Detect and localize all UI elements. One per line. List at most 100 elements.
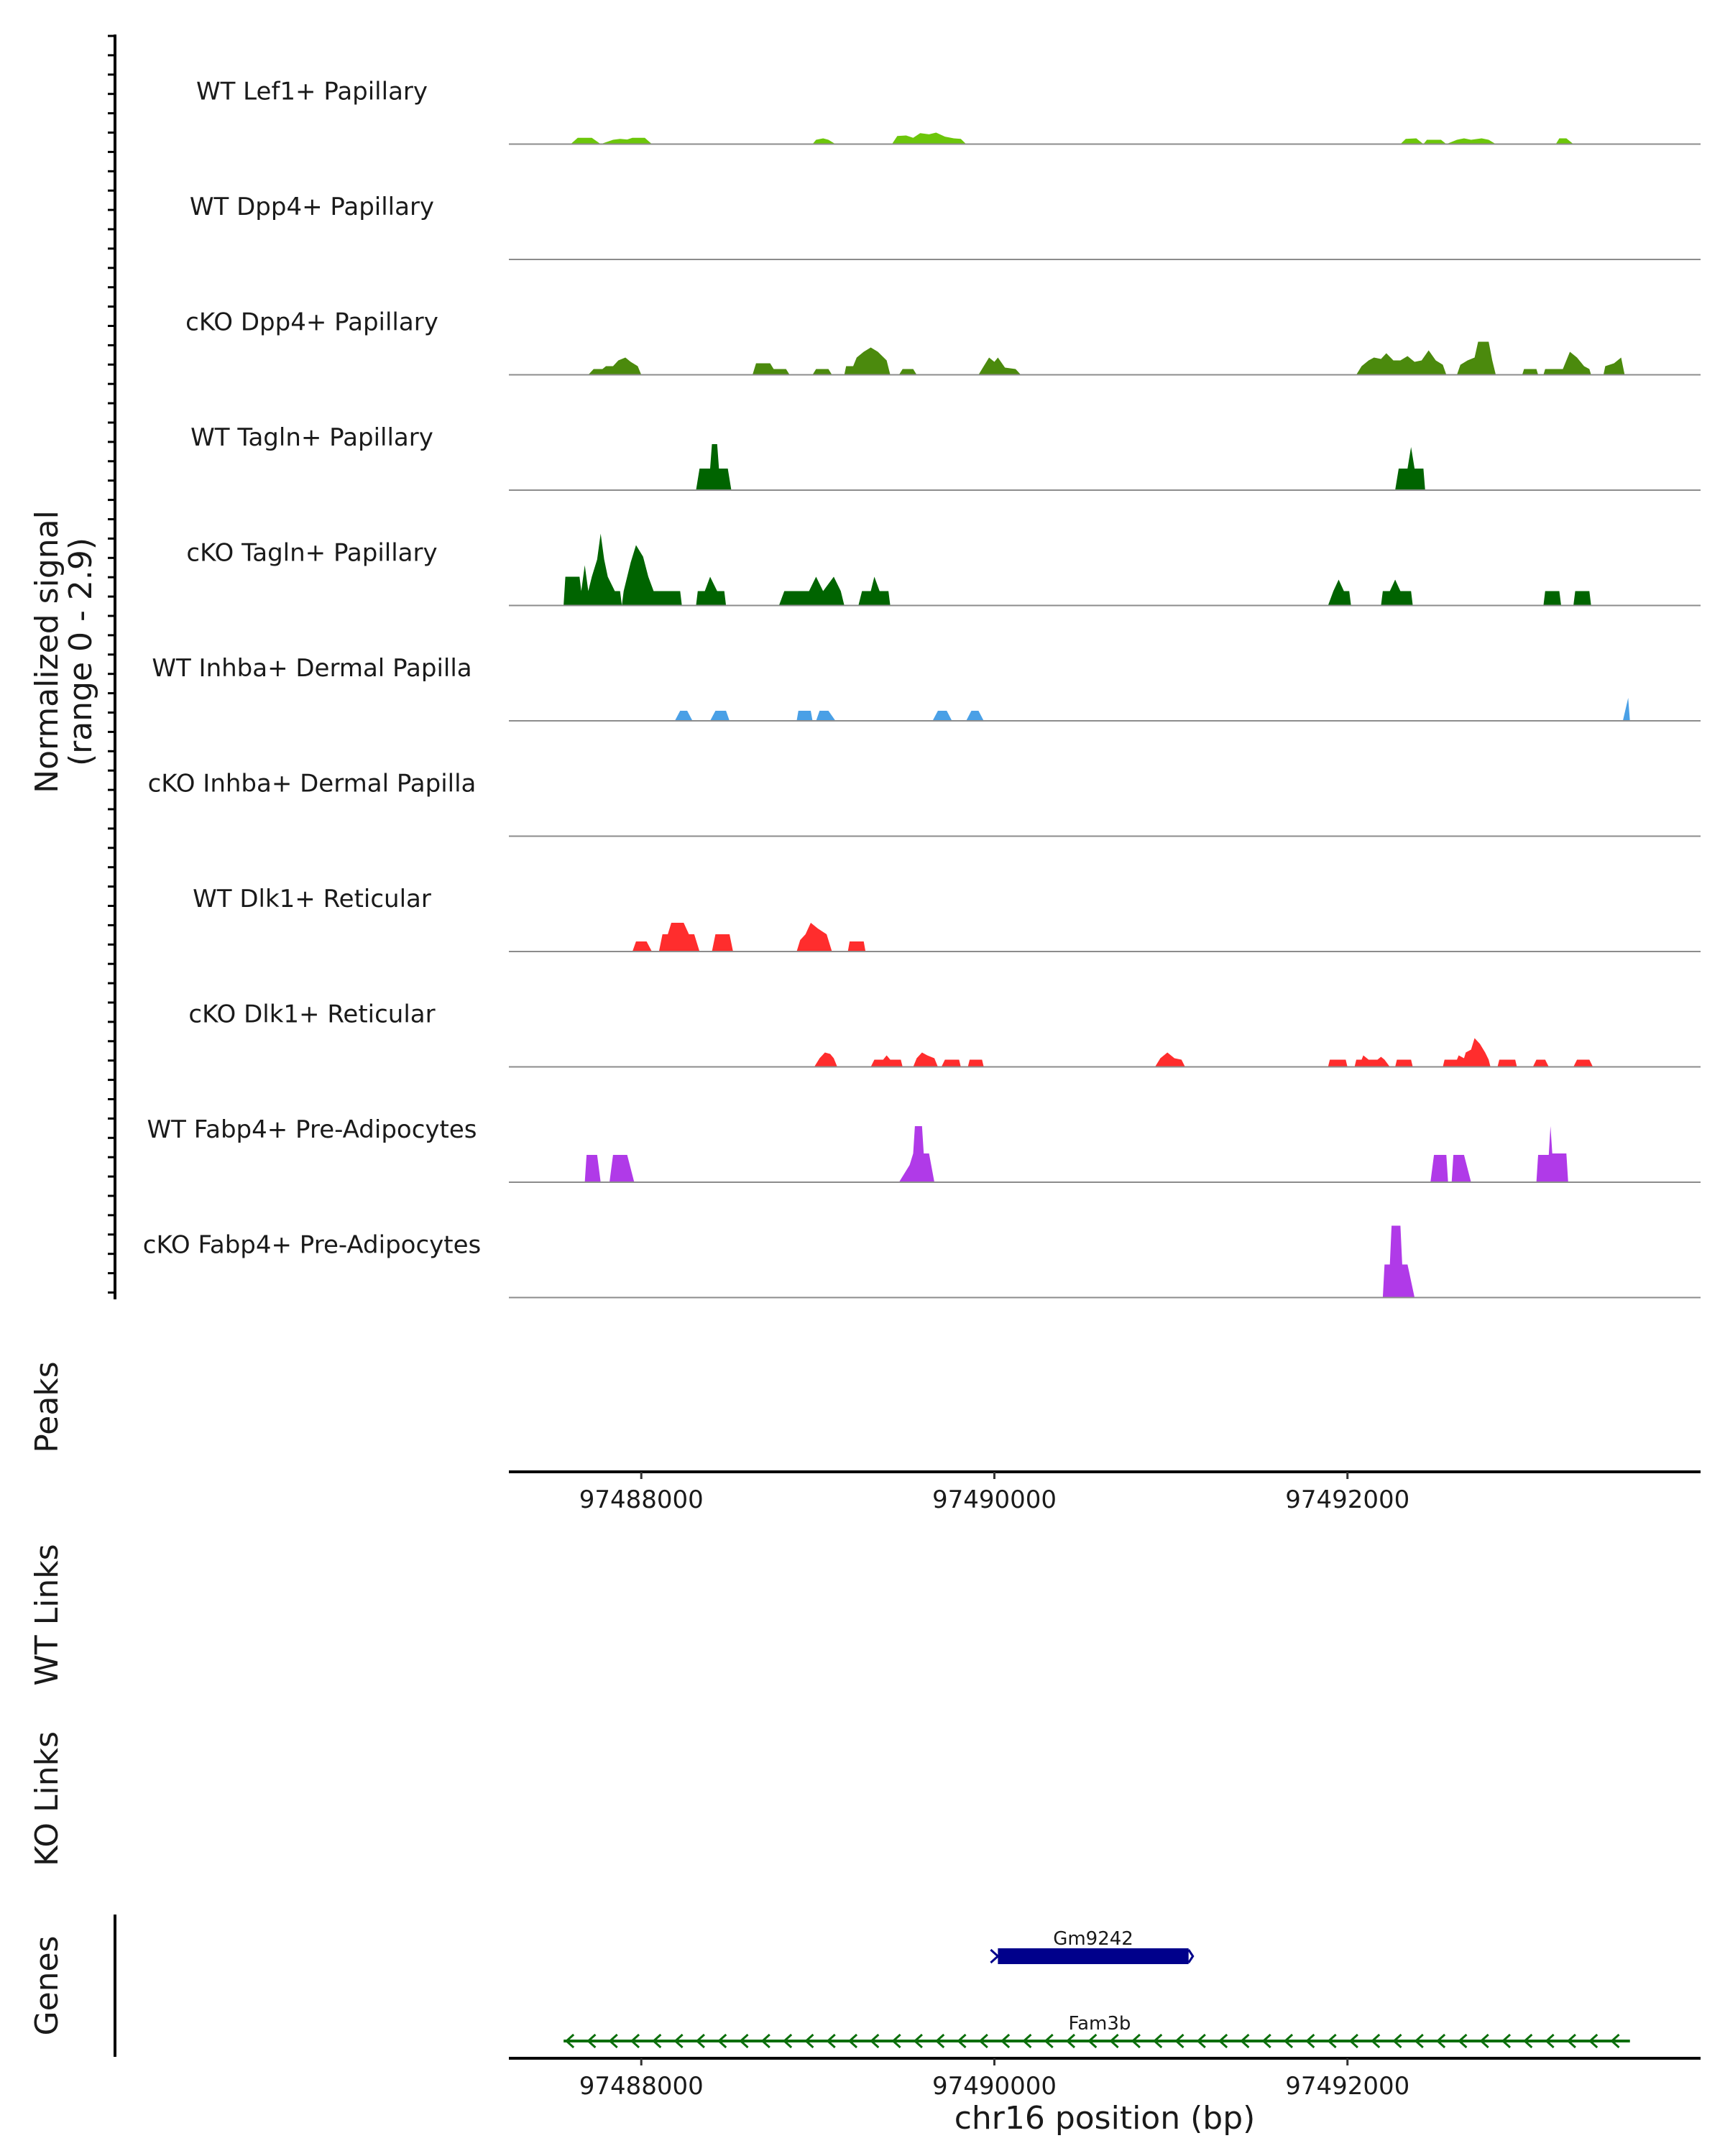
y-axis-ticks [108,34,115,1294]
strand-arrow [1479,2033,1489,2049]
strand-arrow [1305,2033,1315,2049]
coverage-area [632,923,866,952]
ko-links-track-label: KO Links [29,1731,65,1866]
strand-arrow [1588,2033,1598,2049]
strand-arrow [913,2033,923,2049]
strand-arrow [1261,2033,1271,2049]
strand-arrow [1153,2033,1163,2049]
track-3: cKO Dpp4+ Papillary [185,308,1701,376]
strand-arrow [891,2033,901,2049]
strand-arrow [1392,2033,1402,2049]
track-5: cKO Tagln+ Papillary [186,533,1701,607]
track-8: WT Dlk1+ Reticular [193,885,1701,952]
strand-arrow [673,2033,684,2049]
coverage-area [696,444,1425,490]
track-label: WT Inhba+ Dermal Papilla [152,654,472,683]
track-label: WT Tagln+ Papillary [190,423,433,452]
gene-label: Fam3b [1069,2013,1131,2035]
strand-arrow [652,2033,662,2049]
track-label: WT Fabp4+ Pre-Adipocytes [147,1115,477,1144]
coverage-area [584,1126,1568,1182]
strand-arrow [1174,2033,1184,2049]
strand-arrow [1435,2033,1446,2049]
strand-arrow [1218,2033,1228,2049]
genes-track-label: Genes [29,1935,65,2035]
strand-arrow [1000,2033,1011,2049]
track-7: cKO Inhba+ Dermal Papilla [148,770,1701,837]
strand-arrow [1044,2033,1054,2049]
strand-arrow [1327,2033,1337,2049]
strand-arrow [826,2033,836,2049]
strand-arrow [870,2033,880,2049]
strand-arrow [1109,2033,1119,2049]
strand-arrow [990,1948,1000,1964]
x-tick-label: 97490000 [932,2072,1057,2101]
wt-links-track-label: WT Links [29,1544,65,1685]
strand-arrow [782,2033,793,2049]
strand-arrow [1087,2033,1098,2049]
strand-arrow [1501,2033,1512,2049]
strand-arrow [717,2033,727,2049]
gene-annotations: Gm9242 Fam3b [564,1928,1630,2049]
x-axis-ticks-bottom: 97488000 97490000 97492000 [579,2058,1409,2101]
strand-arrow [760,2033,770,2049]
track-label: cKO Fabp4+ Pre-Adipocytes [143,1231,482,1260]
gene-exon-block [998,1948,1189,1964]
track-label: WT Dlk1+ Reticular [193,885,431,913]
strand-arrow [739,2033,749,2049]
coverage-area [571,132,1574,144]
strand-arrow [1187,1949,1195,1963]
strand-arrow [804,2033,814,2049]
track-4: WT Tagln+ Papillary [190,423,1701,491]
x-axis-ticks-top: 97488000 97490000 97492000 [579,1472,1409,1514]
strand-arrow [1240,2033,1250,2049]
strand-arrow [935,2033,945,2049]
x-tick-label: 97488000 [579,1485,704,1514]
strand-arrow [564,2033,575,2049]
strand-arrow [978,2033,988,2049]
coverage-area [588,341,1625,375]
strand-arrow [695,2033,705,2049]
strand-arrow [1545,2033,1555,2049]
peaks-track-label: Peaks [29,1361,65,1452]
x-tick-label: 97490000 [932,1485,1057,1514]
coverage-area [1382,1225,1415,1298]
track-6: WT Inhba+ Dermal Papilla [152,654,1701,722]
track-2: WT Dpp4+ Papillary [190,193,1701,260]
track-label: cKO Dlk1+ Reticular [188,1000,435,1029]
x-tick-label: 97488000 [579,2072,704,2101]
coverage-tracks: WT Lef1+ Papillary WT Dpp4+ Papillary cKO … [143,78,1701,1299]
strand-arrow [630,2033,640,2049]
strand-arrow [586,2033,597,2049]
strand-arrow [1348,2033,1358,2049]
track-label: cKO Inhba+ Dermal Papilla [148,770,477,798]
track-label: cKO Tagln+ Papillary [186,539,437,568]
coverage-area [814,1038,1593,1067]
strand-arrow [1131,2033,1141,2049]
strand-arrow [1458,2033,1468,2049]
track-1: WT Lef1+ Papillary [196,78,1701,145]
coverage-area [564,533,1591,606]
x-axis-title: chr16 position (bp) [954,2100,1256,2137]
x-tick-label: 97492000 [1285,1485,1409,1514]
track-11: cKO Fabp4+ Pre-Adipocytes [143,1225,1701,1299]
strand-arrow [847,2033,858,2049]
track-label: cKO Dpp4+ Papillary [185,308,438,337]
coverage-area [674,698,1630,721]
gene-fam3b: Fam3b [564,2013,1630,2049]
y-axis-title-line2: (range 0 - 2.9) [63,538,99,766]
x-tick-label: 97492000 [1285,2072,1409,2101]
strand-arrow [1283,2033,1294,2049]
strand-arrow [1566,2033,1576,2049]
strand-arrow [1371,2033,1381,2049]
strand-arrow [1610,2033,1620,2049]
track-10: WT Fabp4+ Pre-Adipocytes [147,1115,1701,1183]
y-axis-title-line1: Normalized signal [29,510,65,793]
strand-arrow [608,2033,618,2049]
strand-arrow [1022,2033,1032,2049]
strand-arrow [1196,2033,1206,2049]
track-label: WT Dpp4+ Papillary [190,193,434,221]
strand-arrow [1523,2033,1533,2049]
track-label: WT Lef1+ Papillary [196,78,428,106]
